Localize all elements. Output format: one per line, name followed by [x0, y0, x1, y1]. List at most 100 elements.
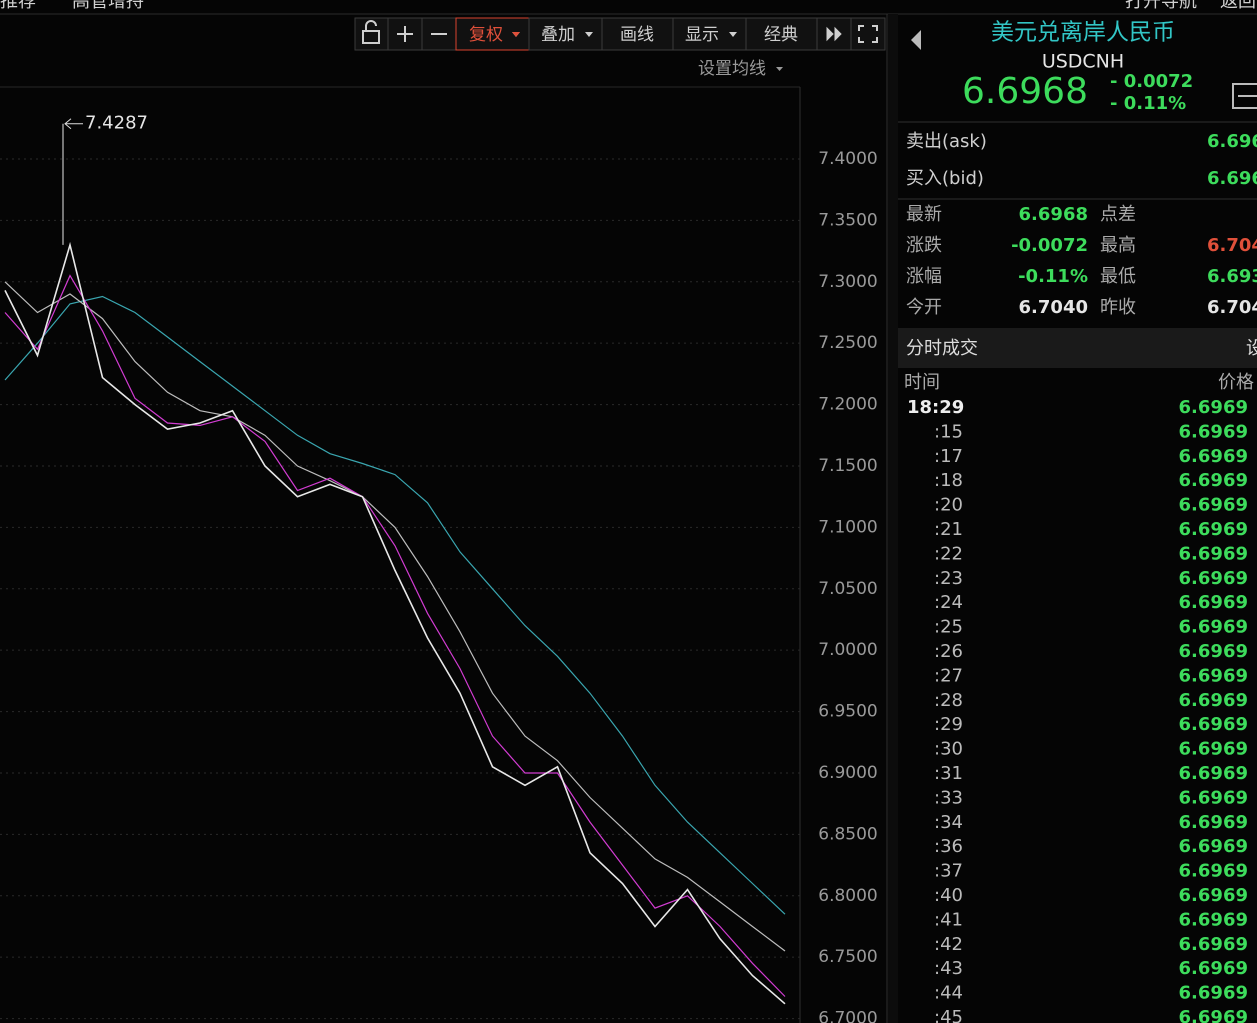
splitter[interactable]: [888, 14, 898, 1023]
section-header: [898, 328, 1257, 368]
trade-time: :30: [934, 739, 963, 760]
y-tick-label: 6.9500: [818, 702, 877, 722]
trade-time: :43: [934, 958, 963, 979]
trade-time: :21: [934, 519, 963, 540]
y-tick-label: 6.8500: [818, 824, 877, 844]
ask-value: 6.696: [1207, 131, 1257, 152]
stat-label: 今开: [906, 297, 942, 318]
trade-price: 6.6969: [1179, 592, 1248, 613]
trade-time: :28: [934, 690, 963, 711]
quote-price: 6.6968: [962, 71, 1088, 112]
toolbar-label[interactable]: 画线: [620, 25, 654, 45]
bid-label: 买入(bid): [906, 168, 984, 189]
toolbar-label[interactable]: 显示: [685, 25, 719, 45]
stat-label: 昨收: [1100, 297, 1136, 318]
trade-price: 6.6969: [1179, 983, 1248, 1004]
trade-price: 6.6969: [1179, 690, 1248, 711]
ask-label: 卖出(ask): [906, 131, 987, 152]
dropdown-arrow: [512, 32, 520, 37]
quote-title: 美元兑离岸人民币: [991, 20, 1175, 46]
trades-header: 时间: [904, 372, 940, 393]
trade-price: 6.6969: [1179, 812, 1248, 833]
stat-label: 最低: [1100, 266, 1136, 287]
nav-item[interactable]: 高管增持: [72, 0, 144, 12]
back-arrow[interactable]: [911, 30, 921, 50]
trade-price: 6.6969: [1179, 617, 1248, 638]
dropdown-arrow: [776, 67, 783, 71]
trade-price: 6.6969: [1179, 641, 1248, 662]
trade-price: 6.6969: [1179, 934, 1248, 955]
trade-time: 18:29: [907, 397, 964, 418]
trade-price: 6.6969: [1179, 885, 1248, 906]
toolbar-label[interactable]: 叠加: [541, 25, 575, 45]
nav-item[interactable]: 返回: [1220, 0, 1256, 12]
quote-panel: 美元兑离岸人民币 USDCNH 6.6968 - 0.0072 - 0.11% …: [898, 20, 1257, 1023]
stat-label: 涨跌: [906, 235, 942, 256]
trade-price: 6.6969: [1179, 909, 1248, 930]
trades-tab[interactable]: 设: [1246, 338, 1257, 359]
forward-icon: [826, 26, 842, 42]
y-tick-label: 6.7500: [818, 947, 877, 967]
toolbar-icons: [362, 20, 878, 44]
stat-value: -0.11%: [1018, 266, 1088, 287]
chart: 6.7000 6.7500 6.8000 6.8500 6.9000 6.9500 7.00…: [0, 113, 878, 1023]
lock-button[interactable]: [354, 17, 389, 51]
toolbar-label[interactable]: 经典: [764, 25, 798, 45]
trade-time: :31: [934, 763, 963, 784]
trade-time: :17: [934, 446, 963, 467]
stat-value: 6.6968: [1019, 204, 1088, 225]
series-line: [4, 241, 786, 1005]
bid-value: 6.696: [1207, 168, 1257, 189]
trade-time: :36: [934, 836, 963, 857]
y-tick-label: 6.8000: [818, 886, 877, 906]
nav-item[interactable]: 打开导航: [1125, 0, 1197, 12]
trade-time: :45: [934, 1007, 963, 1023]
trade-time: :20: [934, 495, 963, 516]
collapse-button[interactable]: [1232, 83, 1257, 109]
y-tick-label: 7.0500: [818, 579, 877, 599]
trade-price: 6.6969: [1179, 787, 1248, 808]
quote-change-pct: - 0.11%: [1110, 93, 1186, 114]
fullscreen-button[interactable]: [850, 17, 886, 51]
trade-time: :44: [934, 983, 963, 1004]
trade-time: :40: [934, 885, 963, 906]
stat-label: 最新: [906, 204, 942, 225]
trade-time: :29: [934, 714, 963, 735]
max-label: 7.4287: [85, 113, 148, 134]
trade-price: 6.6969: [1179, 739, 1248, 760]
nav-item[interactable]: 推荐: [0, 0, 36, 12]
max-arrow: [64, 118, 83, 130]
trade-time: :24: [934, 592, 963, 613]
trade-price: 6.6969: [1179, 665, 1248, 686]
trade-price: 6.6969: [1179, 568, 1248, 589]
stat-label: 点差: [1100, 204, 1136, 225]
quote-change: - 0.0072: [1110, 71, 1193, 92]
series-line: [4, 274, 786, 997]
stat-value: 6.704: [1207, 297, 1257, 318]
trade-price: 6.6969: [1179, 861, 1248, 882]
y-tick-label: 7.4000: [818, 149, 877, 169]
toolbar-label[interactable]: 复权: [469, 25, 503, 45]
trade-time: :33: [934, 787, 963, 808]
forward-button[interactable]: [816, 17, 852, 51]
trade-time: :27: [934, 665, 963, 686]
trade-time: :15: [934, 421, 963, 442]
y-tick-label: 6.9000: [818, 763, 877, 783]
y-tick-label: 7.3000: [818, 272, 877, 292]
y-tick-label: 7.1500: [818, 456, 877, 476]
trade-price: 6.6969: [1179, 446, 1248, 467]
series-line: [4, 295, 786, 915]
toolbar-button[interactable]: [601, 17, 674, 51]
stat-value: -0.0072: [1011, 235, 1088, 256]
trade-time: :22: [934, 543, 963, 564]
stat-label: 最高: [1100, 235, 1136, 256]
ma-setting[interactable]: 设置均线: [698, 59, 766, 79]
trade-price: 6.6969: [1179, 714, 1248, 735]
trade-time: :41: [934, 909, 963, 930]
y-tick-label: 7.3500: [818, 210, 877, 230]
trade-price: 6.6969: [1179, 397, 1248, 418]
lock-icon: [365, 20, 377, 31]
